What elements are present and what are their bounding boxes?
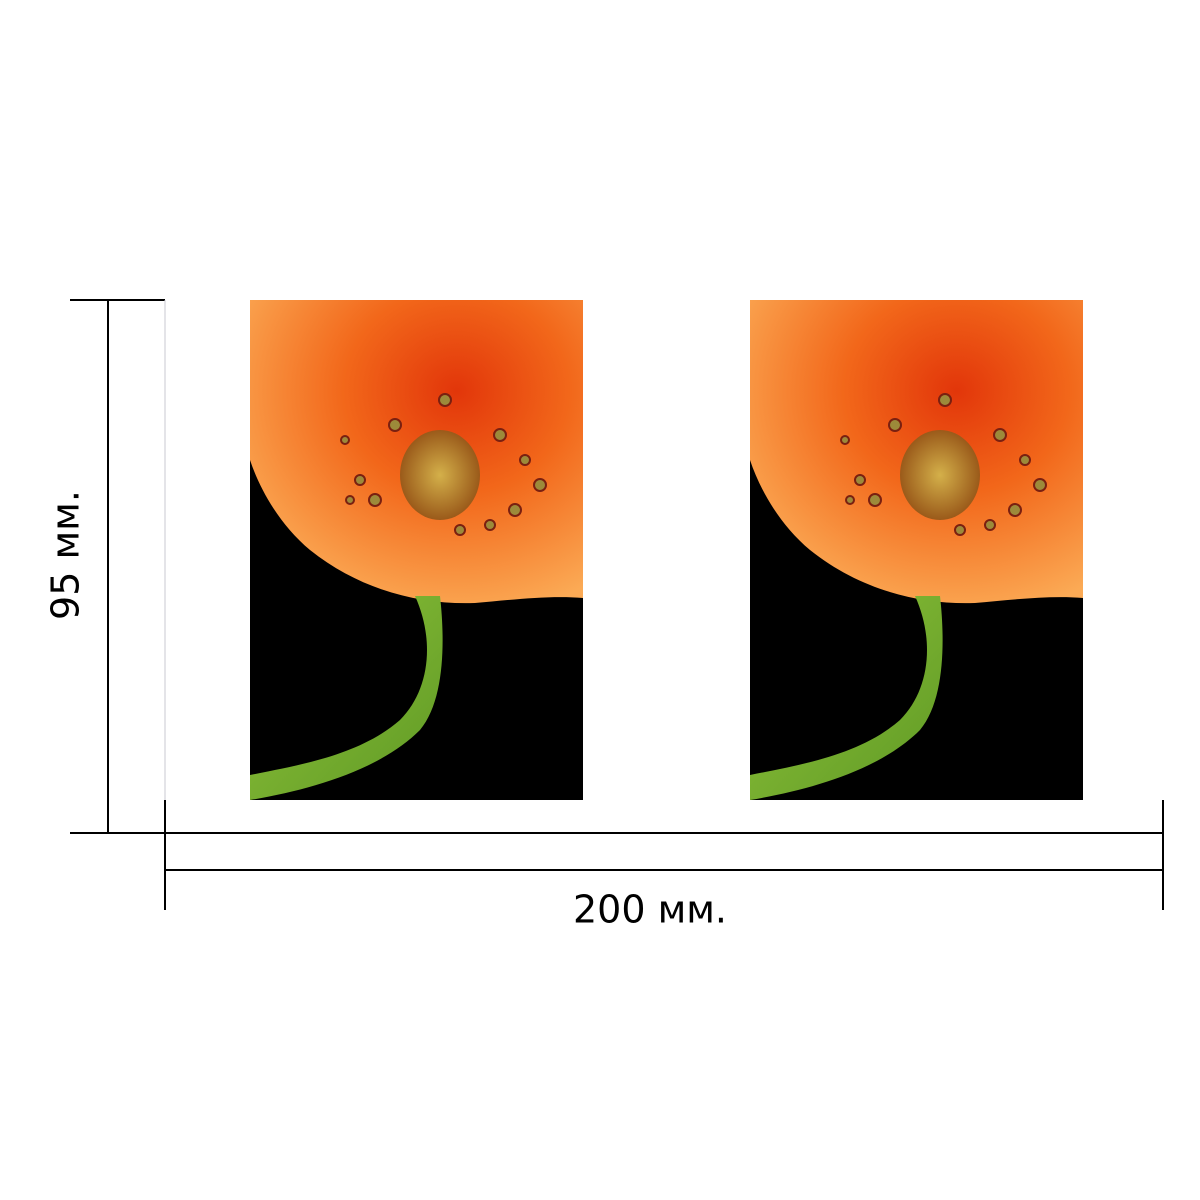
product-image (749, 299, 1084, 801)
width-dimension (164, 800, 1164, 910)
width-label: 200 мм. (573, 888, 727, 932)
height-dimension (70, 299, 166, 834)
height-label: 95 мм. (44, 490, 88, 620)
product-image (249, 299, 584, 801)
